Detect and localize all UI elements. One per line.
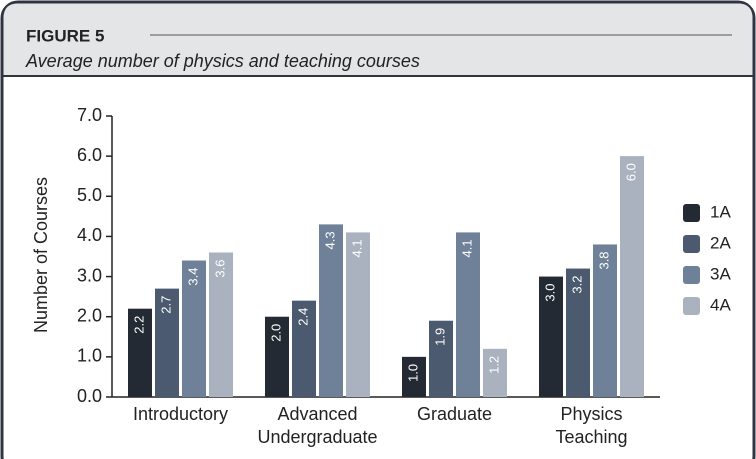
bar [182, 260, 206, 397]
y-tick-label: 5.0 [77, 185, 102, 205]
y-tick-label: 7.0 [77, 105, 102, 125]
legend-label: 2A [710, 233, 731, 252]
x-tick-label: Advanced [277, 404, 357, 424]
value-label: 1.9 [432, 328, 447, 346]
value-label: 3.6 [212, 259, 227, 277]
value-label: 1.0 [405, 364, 420, 382]
header-background [3, 3, 753, 76]
legend-swatch [683, 266, 700, 284]
value-label: 2.2 [131, 316, 146, 334]
value-label: 3.8 [596, 251, 611, 269]
bar [456, 232, 480, 397]
y-axis-title: Number of Courses [31, 177, 51, 333]
bar [265, 316, 289, 397]
bar [209, 252, 233, 397]
value-label: 4.3 [322, 231, 337, 249]
figure-label: FIGURE 5 [26, 26, 104, 45]
value-label: 2.0 [268, 324, 283, 342]
y-tick-label: 2.0 [77, 305, 102, 325]
y-tick-label: 0.0 [77, 386, 102, 406]
legend-label: 3A [710, 264, 731, 283]
bar [155, 288, 179, 397]
value-label: 2.4 [295, 308, 310, 326]
legend-label: 4A [710, 295, 731, 314]
bar [593, 244, 617, 397]
legend-label: 1A [710, 202, 731, 221]
bar [566, 268, 590, 397]
value-label: 6.0 [623, 163, 638, 181]
value-label: 3.0 [542, 284, 557, 302]
bar [539, 276, 563, 397]
value-label: 3.4 [185, 268, 200, 286]
x-tick-label: Physics [560, 404, 622, 424]
value-label: 4.1 [349, 239, 364, 257]
y-tick-label: 6.0 [77, 145, 102, 165]
bar [620, 156, 644, 397]
bar [292, 300, 316, 397]
x-tick-label: Teaching [555, 427, 627, 447]
bar [319, 224, 343, 397]
bar [402, 356, 426, 397]
y-tick-label: 1.0 [77, 346, 102, 366]
legend-swatch [683, 235, 700, 253]
bar [346, 232, 370, 397]
legend-swatch [683, 204, 700, 222]
legend-swatch [683, 297, 700, 315]
y-tick-label: 3.0 [77, 265, 102, 285]
value-label: 4.1 [459, 239, 474, 257]
value-label: 2.7 [158, 296, 173, 314]
x-tick-label: Graduate [417, 404, 492, 424]
bar [429, 320, 453, 397]
bar [483, 348, 507, 397]
y-tick-label: 4.0 [77, 225, 102, 245]
bar [128, 308, 152, 397]
x-tick-label: Undergraduate [257, 427, 377, 447]
value-label: 1.2 [486, 356, 501, 374]
value-label: 3.2 [569, 276, 584, 294]
x-tick-label: Introductory [133, 404, 228, 424]
chart-title: Average number of physics and teaching c… [25, 51, 420, 71]
